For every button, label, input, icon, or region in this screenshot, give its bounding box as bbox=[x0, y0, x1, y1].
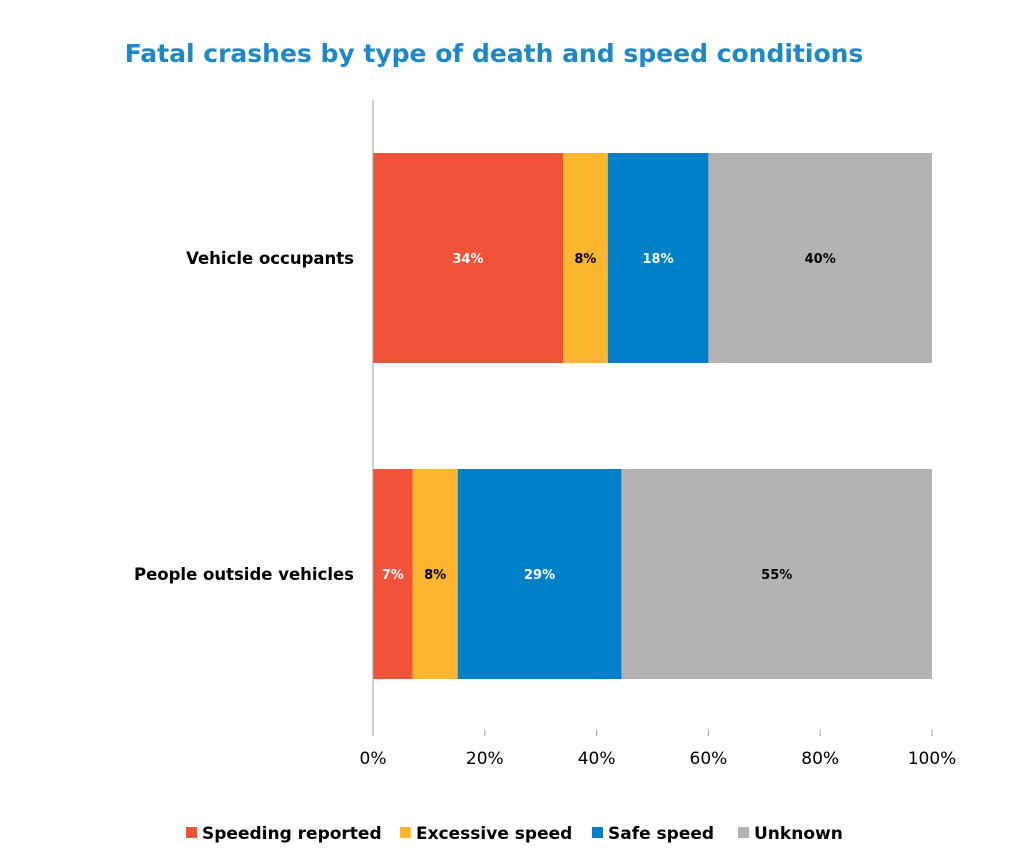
tick-label: 60% bbox=[690, 749, 728, 769]
legend-swatch bbox=[592, 827, 603, 838]
legend: Speeding reported Excessive speed Safe spe… bbox=[186, 824, 843, 844]
bars: Vehicle occupants 34% 8% 18% 40% People outsi… bbox=[134, 153, 932, 679]
bar-segment bbox=[373, 153, 564, 363]
data-label: 29% bbox=[524, 568, 555, 583]
data-label: 8% bbox=[574, 252, 596, 267]
tick-label: 80% bbox=[801, 749, 839, 769]
category-label: People outside vehicles bbox=[134, 565, 354, 584]
data-label: 34% bbox=[452, 252, 483, 267]
data-label: 40% bbox=[805, 252, 836, 267]
legend-label: Safe speed bbox=[608, 824, 714, 844]
data-label: 18% bbox=[643, 252, 674, 267]
data-label: 55% bbox=[761, 568, 792, 583]
legend-swatch bbox=[738, 827, 749, 838]
category-label: Vehicle occupants bbox=[186, 249, 354, 268]
tick-label: 100% bbox=[908, 749, 957, 769]
legend-swatch bbox=[400, 827, 411, 838]
bar-segment bbox=[412, 469, 458, 679]
legend-label: Excessive speed bbox=[416, 824, 572, 844]
value-axis: 0% 20% 40% 60% 80% 100% bbox=[360, 730, 957, 769]
legend-label: Speeding reported bbox=[202, 824, 382, 844]
tick-label: 20% bbox=[466, 749, 504, 769]
bar-segment bbox=[563, 153, 608, 363]
bar-segment bbox=[708, 153, 932, 363]
legend-swatch bbox=[186, 827, 197, 838]
tick-label: 40% bbox=[578, 749, 616, 769]
data-label: 8% bbox=[424, 568, 446, 583]
bar-segment bbox=[373, 469, 413, 679]
bar-segment bbox=[457, 469, 622, 679]
chart-title: Fatal crashes by type of death and speed… bbox=[125, 39, 864, 68]
legend-label: Unknown bbox=[754, 824, 843, 844]
bar-segment bbox=[621, 469, 932, 679]
bar-segment bbox=[607, 153, 709, 363]
data-label: 7% bbox=[382, 568, 404, 583]
tick-label: 0% bbox=[360, 749, 387, 769]
